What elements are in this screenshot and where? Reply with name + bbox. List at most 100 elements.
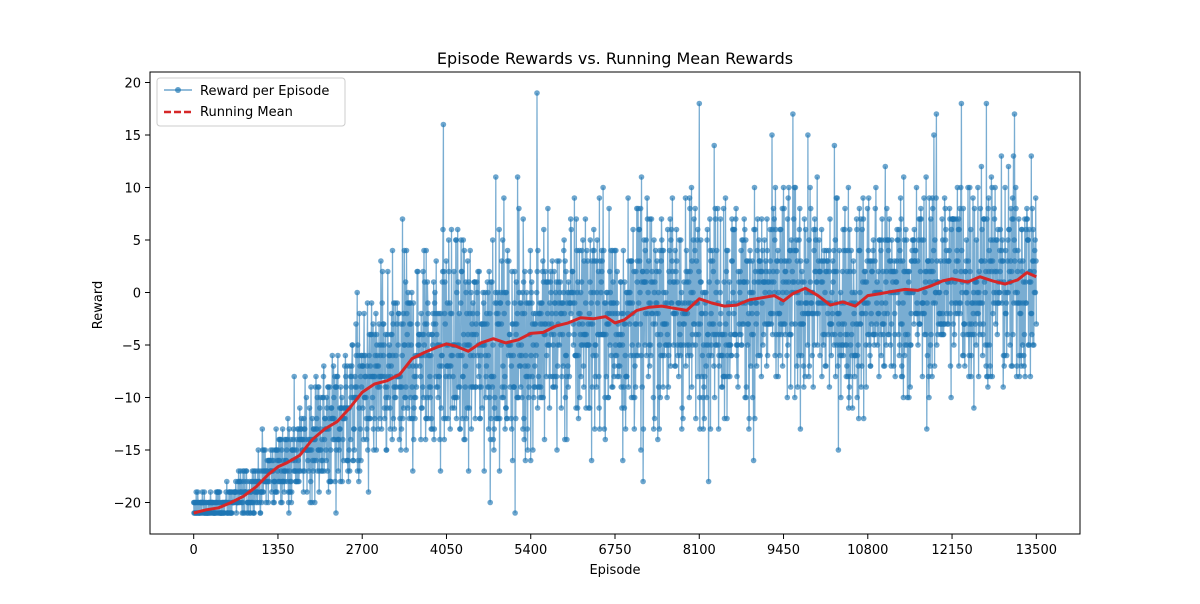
reward-point [202,489,208,495]
reward-point [217,489,223,495]
reward-point [614,353,620,359]
reward-point [883,164,889,170]
reward-point [224,479,230,485]
reward-point [718,311,724,317]
reward-point [914,300,920,306]
reward-point [470,300,476,306]
reward-point [515,174,521,180]
reward-point [1015,290,1021,296]
reward-point [786,258,792,264]
reward-point [554,447,560,453]
reward-point [465,258,471,264]
reward-point [915,332,921,338]
reward-point [364,437,370,443]
reward-point [397,437,403,443]
reward-point [438,468,444,474]
reward-point [876,311,882,317]
reward-point [701,426,707,432]
reward-point [821,342,827,348]
reward-point [661,248,667,254]
reward-point [875,342,881,348]
reward-point [454,395,460,401]
y-tick-label--15: −15 [114,444,141,459]
reward-point [838,290,844,296]
reward-point [805,342,811,348]
reward-point [982,258,988,264]
reward-point [903,227,909,233]
reward-point [672,248,678,254]
reward-point [428,353,434,359]
reward-point [507,332,513,338]
reward-point [797,206,803,212]
reward-point [738,332,744,338]
reward-point [679,426,685,432]
reward-point [899,363,905,369]
reward-point [467,405,473,411]
reward-point [784,290,790,296]
reward-point [873,206,879,212]
reward-point [956,216,962,222]
reward-point [513,332,519,338]
reward-point [457,384,463,390]
reward-point [946,258,952,264]
reward-point [930,206,936,212]
reward-point [955,258,961,264]
reward-point [640,479,646,485]
reward-point [882,363,888,369]
reward-point [795,384,801,390]
reward-point [808,206,814,212]
reward-point [525,447,531,453]
reward-point [432,426,438,432]
reward-point [511,353,517,359]
reward-point [659,216,665,222]
reward-point [279,500,285,506]
reward-point [982,290,988,296]
reward-point [715,279,721,285]
reward-point [314,416,320,422]
reward-point [593,342,599,348]
reward-point [420,269,426,275]
reward-point [398,447,404,453]
reward-point [782,321,788,327]
reward-point [709,353,715,359]
reward-point [526,395,532,401]
reward-point [409,290,415,296]
reward-point [874,321,880,327]
reward-point [538,384,544,390]
reward-point [727,279,733,285]
reward-point [991,206,997,212]
reward-point [418,311,424,317]
reward-point [497,416,503,422]
reward-point [860,195,866,201]
reward-point [414,384,420,390]
x-tick-label-0: 0 [190,543,198,558]
reward-point [598,290,604,296]
reward-point [997,269,1003,275]
x-tick-label-10800: 10800 [847,543,888,558]
reward-point [907,384,913,390]
reward-point [644,195,650,201]
reward-point [358,458,364,464]
reward-point [437,374,443,380]
reward-point [980,353,986,359]
reward-point [990,258,996,264]
reward-point [771,206,777,212]
reward-point [829,353,835,359]
reward-point [785,395,791,401]
reward-point [1025,216,1031,222]
reward-point [874,300,880,306]
reward-point [441,269,447,275]
reward-point [1004,353,1010,359]
reward-point [941,332,947,338]
reward-point [599,279,605,285]
reward-point [505,248,511,254]
reward-point [697,321,703,327]
reward-point [395,342,401,348]
reward-point [335,374,341,380]
reward-point [408,321,414,327]
reward-point [523,458,529,464]
reward-point [584,332,590,338]
reward-point [876,374,882,380]
reward-point [652,416,658,422]
reward-point [841,353,847,359]
